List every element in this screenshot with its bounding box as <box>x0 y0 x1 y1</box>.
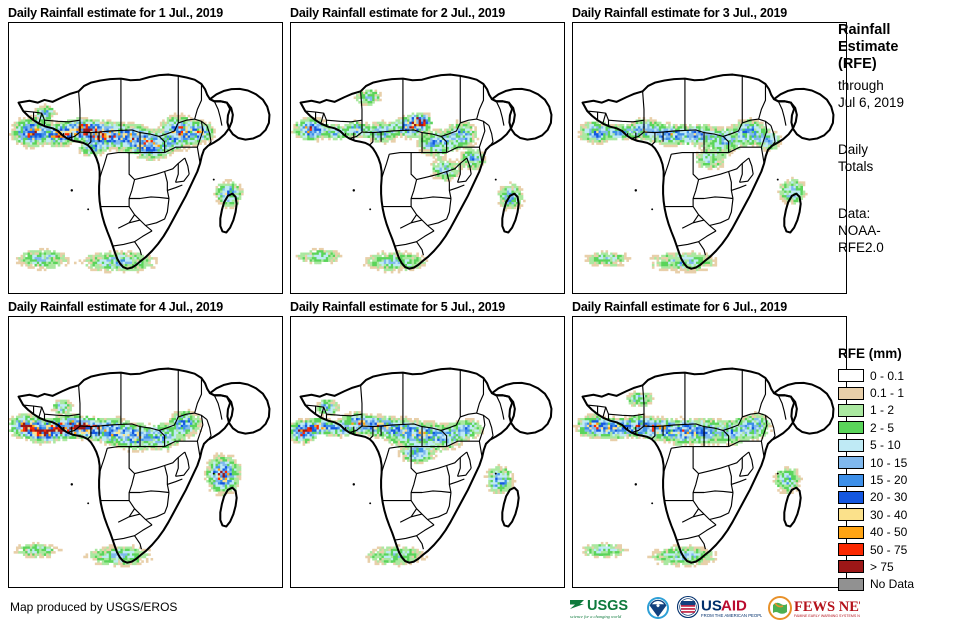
rainfall-raster <box>291 23 564 293</box>
panel-title: Daily Rainfall estimate for 2 Jul., 2019 <box>290 6 506 20</box>
through-label: through <box>838 78 884 93</box>
legend-row: 0.1 - 1 <box>838 384 964 401</box>
legend-swatch <box>838 525 864 539</box>
totals-line2: Totals <box>838 159 874 174</box>
legend-label: 5 - 10 <box>870 438 901 453</box>
legend-label: 30 - 40 <box>870 507 908 522</box>
rainfall-raster <box>291 317 564 587</box>
legend-swatch <box>838 473 864 487</box>
legend-row: > 75 <box>838 558 964 575</box>
legend-label: 2 - 5 <box>870 420 895 435</box>
legend-label: 0.1 - 1 <box>870 386 905 401</box>
map-panel-3: Daily Rainfall estimate for 3 Jul., 2019 <box>572 4 847 294</box>
rfe-title-line2: Estimate <box>838 39 899 55</box>
rfe-data-source: Data: NOAA- RFE2.0 <box>838 205 964 256</box>
legend-label: 15 - 20 <box>870 473 908 488</box>
legend-label: 40 - 50 <box>870 525 908 540</box>
panel-title: Daily Rainfall estimate for 1 Jul., 2019 <box>8 6 224 20</box>
rainfall-raster <box>573 23 846 293</box>
panel-title: Daily Rainfall estimate for 6 Jul., 2019 <box>572 300 788 314</box>
data-label: Data: <box>838 206 871 221</box>
panel-title: Daily Rainfall estimate for 4 Jul., 2019 <box>8 300 224 314</box>
legend-swatch <box>838 560 864 574</box>
legend-row: No Data <box>838 576 964 593</box>
rfe-title: Rainfall Estimate (RFE) <box>838 22 964 73</box>
legend-swatch <box>838 490 864 504</box>
rfe-totals: Daily Totals <box>838 141 964 175</box>
logo-strip: USGS science for a changing world US AID… <box>568 594 860 622</box>
rainfall-raster <box>573 317 846 587</box>
legend-title: RFE (mm) <box>838 346 902 361</box>
totals-line1: Daily <box>838 142 869 157</box>
data-source-line1: NOAA- <box>838 223 881 238</box>
legend-swatch <box>838 386 864 400</box>
legend-row: 2 - 5 <box>838 419 964 436</box>
map-panel-6: Daily Rainfall estimate for 6 Jul., 2019 <box>572 298 847 588</box>
rainfall-raster <box>9 317 282 587</box>
legend-row: 40 - 50 <box>838 524 964 541</box>
legend-label: 10 - 15 <box>870 455 908 470</box>
map-frame <box>8 22 283 294</box>
noaa-logo <box>646 595 670 621</box>
legend-swatch <box>838 543 864 557</box>
legend-label: 1 - 2 <box>870 403 895 418</box>
map-frame <box>572 316 847 588</box>
map-frame <box>290 22 565 294</box>
through-date: Jul 6, 2019 <box>838 95 905 110</box>
rfe-legend: RFE (mm) 0 - 0.1 0.1 - 1 1 - 2 2 - 5 5 - 10 1… <box>838 346 964 593</box>
legend-label: 0 - 0.1 <box>870 368 905 383</box>
legend-row: 15 - 20 <box>838 471 964 488</box>
map-credit: Map produced by USGS/EROS <box>10 600 178 614</box>
map-frame <box>8 316 283 588</box>
legend-swatch <box>838 403 864 417</box>
legend-swatch <box>838 577 864 591</box>
map-panel-5: Daily Rainfall estimate for 5 Jul., 2019 <box>290 298 565 588</box>
legend-row: 0 - 0.1 <box>838 367 964 384</box>
legend-row: 1 - 2 <box>838 402 964 419</box>
legend-label: 50 - 75 <box>870 542 908 557</box>
rainfall-raster <box>9 23 282 293</box>
legend-row: 10 - 15 <box>838 454 964 471</box>
panel-title: Daily Rainfall estimate for 3 Jul., 2019 <box>572 6 788 20</box>
usgs-logo: USGS science for a changing world <box>568 595 640 621</box>
legend-row: 5 - 10 <box>838 437 964 454</box>
legend-swatch <box>838 456 864 470</box>
usaid-logo: US AID FROM THE AMERICAN PEOPLE <box>676 595 762 621</box>
legend-swatch <box>838 508 864 522</box>
legend-swatch <box>838 369 864 383</box>
legend-rows: 0 - 0.1 0.1 - 1 1 - 2 2 - 5 5 - 10 10 - 15 15 … <box>838 367 964 593</box>
legend-swatch <box>838 421 864 435</box>
map-panel-4: Daily Rainfall estimate for 4 Jul., 2019 <box>8 298 283 588</box>
map-frame <box>290 316 565 588</box>
legend-label: 20 - 30 <box>870 490 908 505</box>
legend-row: 30 - 40 <box>838 506 964 523</box>
legend-header-block: Rainfall Estimate (RFE) through Jul 6, 2… <box>838 22 964 256</box>
legend-row: 20 - 30 <box>838 489 964 506</box>
panel-title: Daily Rainfall estimate for 5 Jul., 2019 <box>290 300 506 314</box>
legend-row: 50 - 75 <box>838 541 964 558</box>
legend-label: No Data <box>870 577 915 592</box>
map-panel-1: Daily Rainfall estimate for 1 Jul., 2019 <box>8 4 283 294</box>
rfe-title-line1: Rainfall <box>838 22 891 38</box>
legend-label: > 75 <box>870 559 894 574</box>
fewsnet-logo: FEWS NET FAMINE EARLY WARNING SYSTEMS NE… <box>768 595 860 621</box>
rfe-title-line3: (RFE) <box>838 56 877 72</box>
map-panel-2: Daily Rainfall estimate for 2 Jul., 2019 <box>290 4 565 294</box>
map-frame <box>572 22 847 294</box>
rfe-through: through Jul 6, 2019 <box>838 77 964 111</box>
data-source-line2: RFE2.0 <box>838 240 884 255</box>
legend-swatch <box>838 438 864 452</box>
